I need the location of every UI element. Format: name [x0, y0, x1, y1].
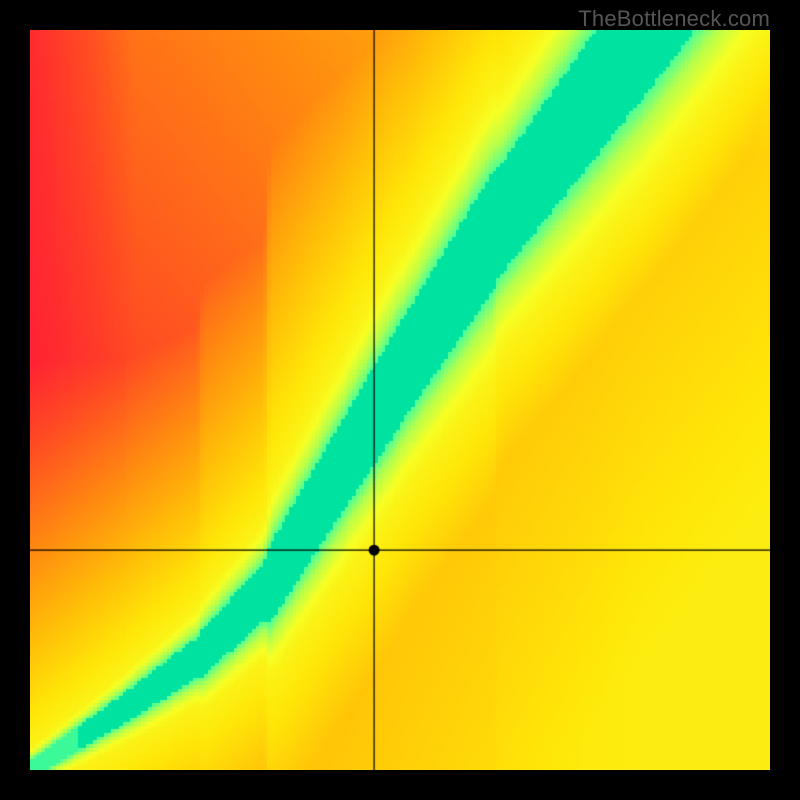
bottleneck-heatmap	[30, 30, 770, 770]
watermark-text: TheBottleneck.com	[578, 6, 770, 32]
